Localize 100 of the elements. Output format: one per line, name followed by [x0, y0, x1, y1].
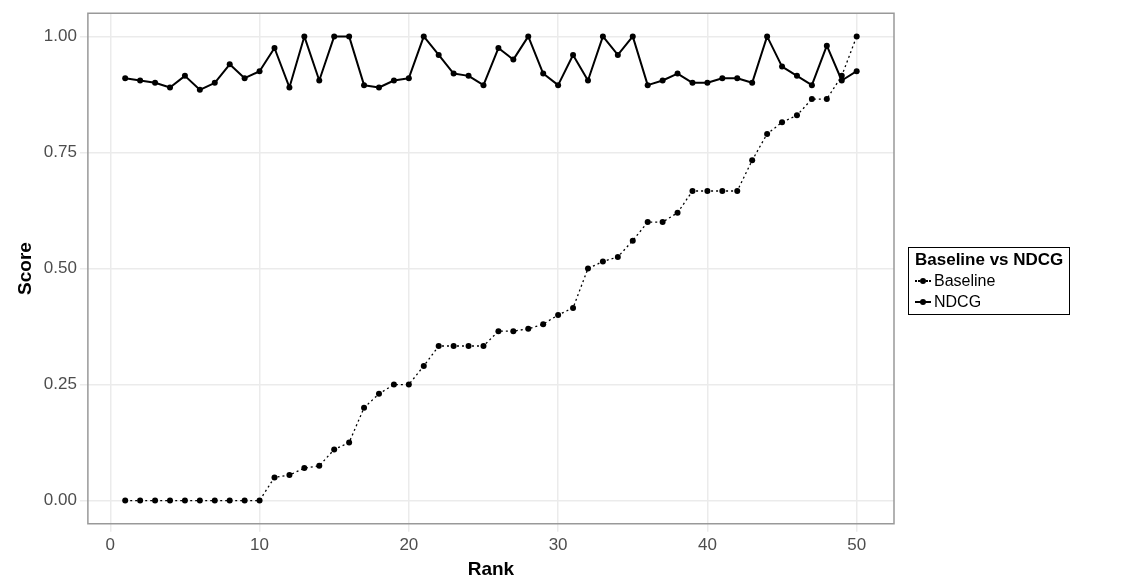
point: [152, 79, 159, 86]
x-tick-label: 30: [548, 534, 568, 554]
point: [375, 390, 382, 397]
point: [838, 72, 845, 79]
point: [749, 157, 756, 164]
x-axis-title: Rank: [467, 557, 515, 579]
point: [555, 311, 562, 318]
point: [510, 56, 517, 63]
point: [465, 72, 472, 79]
x-tick-label: 20: [399, 534, 419, 554]
point: [599, 258, 606, 265]
point: [614, 253, 621, 260]
point: [122, 497, 129, 504]
point: [286, 472, 293, 479]
point: [390, 77, 397, 84]
point: [689, 79, 696, 86]
point: [361, 82, 368, 89]
point: [405, 381, 412, 388]
point: [375, 84, 382, 91]
point: [779, 63, 786, 70]
legend-title: Baseline vs NDCG: [915, 250, 1064, 270]
point: [540, 70, 547, 77]
point: [256, 68, 263, 75]
point: [659, 77, 666, 84]
point: [226, 497, 233, 504]
point: [271, 474, 278, 481]
point: [211, 497, 218, 504]
y-axis-title: Score: [13, 242, 35, 295]
point: [719, 75, 726, 82]
point: [808, 82, 815, 89]
x-tick-label: 0: [105, 534, 116, 554]
point: [764, 130, 771, 137]
x-tick-label: 40: [697, 534, 717, 554]
point: [674, 70, 681, 77]
point: [241, 497, 248, 504]
point: [361, 404, 368, 411]
point: [465, 343, 472, 350]
point: [435, 343, 442, 350]
point: [808, 96, 815, 103]
point: [390, 381, 397, 388]
point: [346, 33, 353, 40]
legend-label: Baseline: [934, 271, 996, 291]
y-tick-label: 1.00: [43, 26, 77, 46]
point: [166, 497, 173, 504]
point: [644, 82, 651, 89]
point: [316, 77, 323, 84]
point: [166, 84, 173, 91]
point: [137, 497, 144, 504]
point: [181, 497, 188, 504]
point: [510, 328, 517, 335]
y-tick-label: 0.00: [43, 490, 77, 510]
point: [629, 33, 636, 40]
point: [405, 75, 412, 82]
point: [659, 219, 666, 226]
point: [435, 51, 442, 58]
point: [420, 33, 427, 40]
point: [271, 45, 278, 52]
point: [346, 439, 353, 446]
point: [450, 343, 457, 350]
point: [301, 33, 308, 40]
point: [331, 33, 338, 40]
point: [316, 462, 323, 469]
point: [480, 82, 487, 89]
point: [196, 86, 203, 93]
point: [734, 187, 741, 194]
point: [584, 77, 591, 84]
point: [555, 82, 562, 89]
point: [704, 79, 711, 86]
point: [584, 265, 591, 272]
y-tick-label: 0.75: [43, 142, 77, 162]
point: [450, 70, 457, 77]
point: [256, 497, 263, 504]
point: [614, 51, 621, 58]
point: [540, 321, 547, 328]
point: [495, 45, 502, 52]
point: [704, 187, 711, 194]
point: [853, 33, 860, 40]
point: [196, 497, 203, 504]
y-tick-label: 0.25: [43, 374, 77, 394]
point: [793, 72, 800, 79]
point: [241, 75, 248, 82]
point: [764, 33, 771, 40]
point: [823, 42, 830, 49]
point: [570, 304, 577, 311]
point: [793, 112, 800, 119]
point: [734, 75, 741, 82]
point: [749, 79, 756, 86]
point: [226, 61, 233, 68]
point: [211, 79, 218, 86]
point: [122, 75, 129, 82]
point: [525, 33, 532, 40]
point: [823, 96, 830, 103]
point: [689, 187, 696, 194]
point: [719, 187, 726, 194]
point: [420, 362, 427, 369]
point: [152, 497, 159, 504]
point: [495, 328, 502, 335]
point: [629, 237, 636, 244]
point: [644, 219, 651, 226]
point: [181, 72, 188, 79]
